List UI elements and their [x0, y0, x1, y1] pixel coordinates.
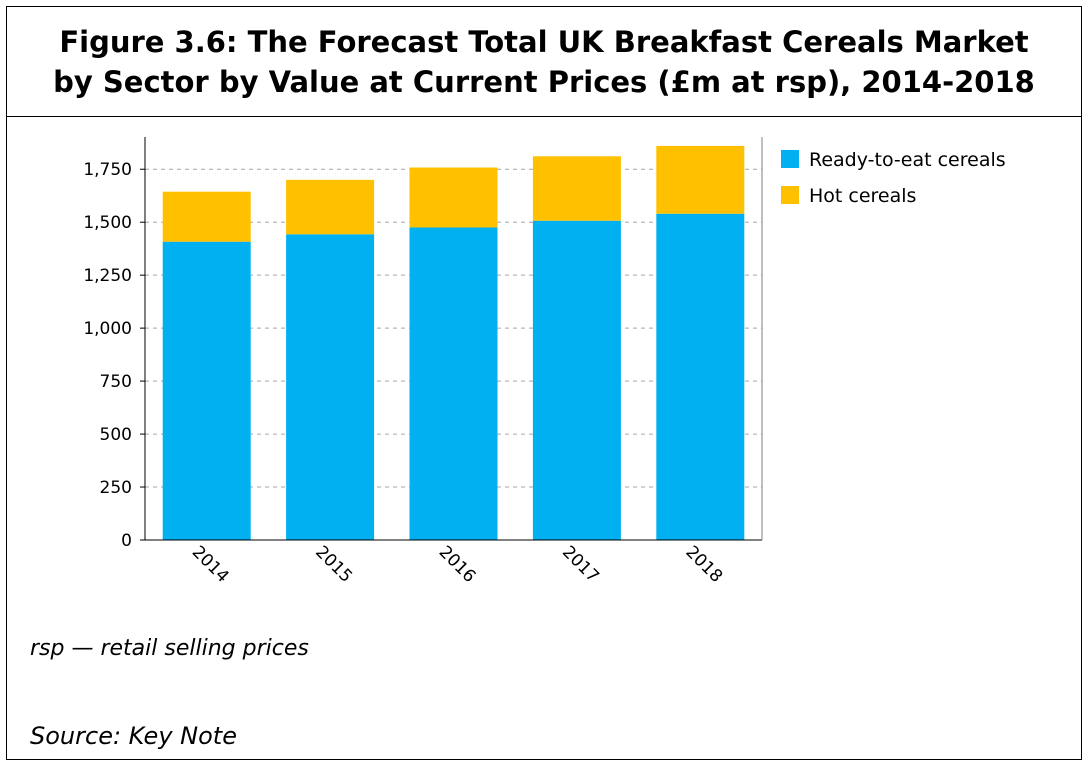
bar-ready-to-eat-cereals-2015 [286, 234, 375, 540]
x-tick-label: 2018 [681, 542, 726, 587]
legend-label: Ready-to-eat cereals [809, 149, 1006, 171]
bar-ready-to-eat-cereals-2018 [656, 213, 745, 540]
y-tick-label: 1,750 [83, 160, 132, 180]
source-note: Source: Key Note [30, 722, 237, 750]
y-tick-label: 1,000 [83, 319, 132, 339]
bar-ready-to-eat-cereals-2017 [532, 220, 621, 540]
y-tick-label: 500 [100, 425, 132, 445]
title-box: Figure 3.6: The Forecast Total UK Breakf… [7, 7, 1081, 117]
legend-swatch [781, 150, 799, 168]
bar-ready-to-eat-cereals-2014 [162, 241, 251, 540]
legend: Ready-to-eat cereals Hot cereals [781, 149, 1006, 207]
legend-swatch [781, 186, 799, 204]
bar-hot-cereals-2017 [532, 156, 621, 221]
footnote: rsp — retail selling prices [30, 636, 309, 661]
figure-title: Figure 3.6: The Forecast Total UK Breakf… [53, 24, 1035, 99]
x-tick-label: 2016 [435, 542, 480, 587]
y-tick-label: 250 [100, 478, 132, 498]
y-tick-label: 1,500 [83, 213, 132, 233]
bars [162, 145, 745, 540]
bar-hot-cereals-2018 [656, 145, 745, 214]
bar-ready-to-eat-cereals-2016 [409, 227, 498, 540]
y-tick-label: 750 [100, 372, 132, 392]
x-tick-label: 2015 [311, 542, 356, 587]
x-tick-label: 2017 [558, 542, 603, 587]
bar-hot-cereals-2015 [286, 179, 375, 235]
x-tick-label: 2014 [188, 542, 233, 587]
y-tick-label: 0 [121, 531, 132, 551]
legend-label: Hot cereals [809, 185, 916, 207]
bar-hot-cereals-2016 [409, 167, 498, 228]
y-tick-label: 1,250 [83, 266, 132, 286]
figure-frame: Figure 3.6: The Forecast Total UK Breakf… [6, 6, 1082, 760]
bar-hot-cereals-2014 [162, 191, 251, 242]
